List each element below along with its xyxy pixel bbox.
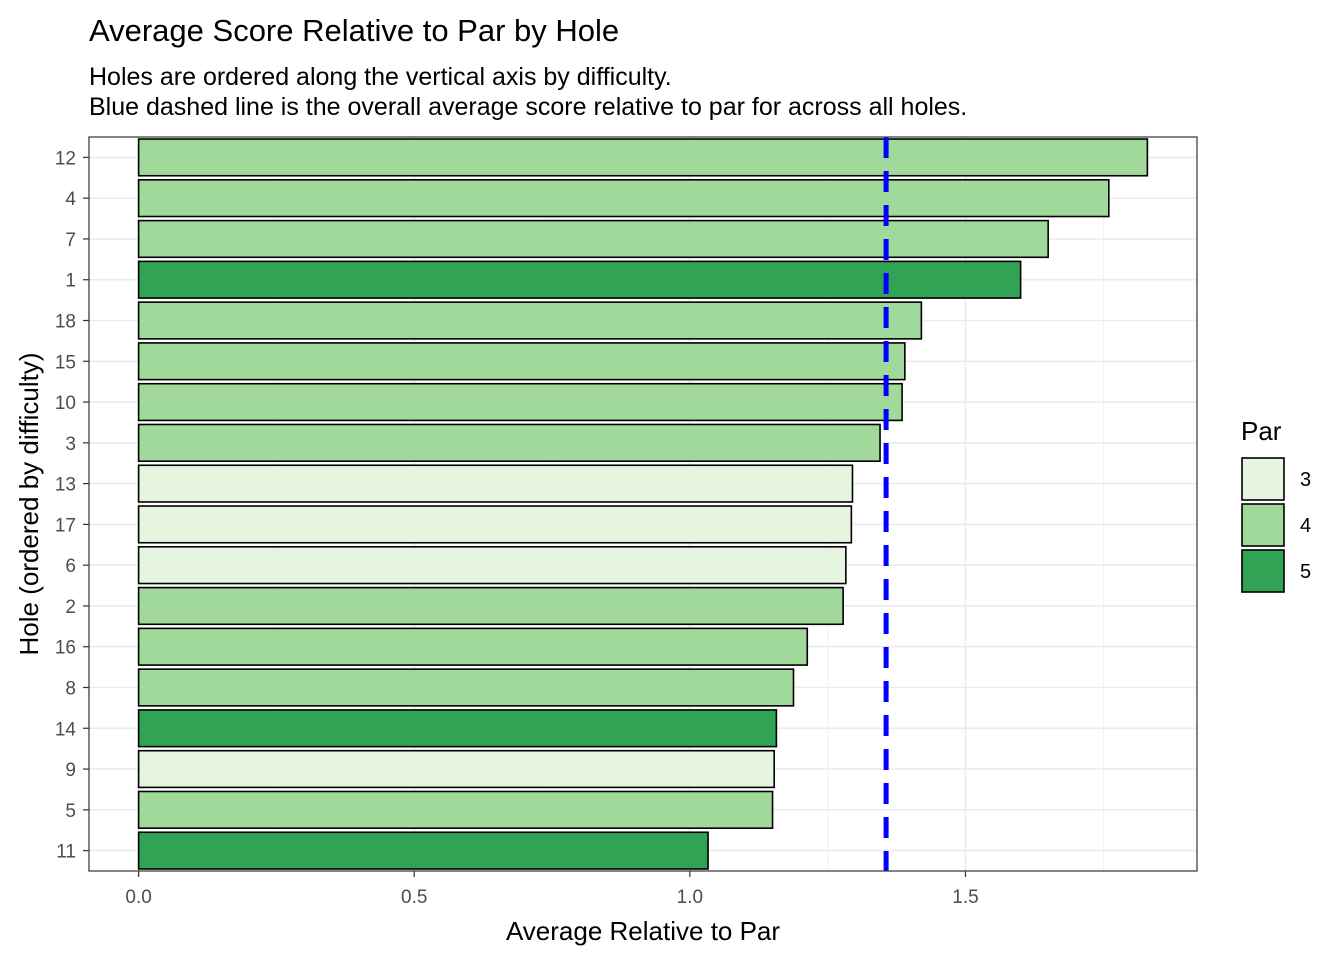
bars bbox=[137, 138, 1149, 870]
y-tick-label: 8 bbox=[65, 679, 76, 700]
bar-hole-1 bbox=[137, 260, 1022, 299]
bar-hole-8 bbox=[137, 668, 795, 707]
bar-hole-5 bbox=[137, 790, 774, 829]
y-tick-label: 6 bbox=[65, 556, 76, 577]
legend-label: 3 bbox=[1300, 469, 1311, 491]
legend-title: Par bbox=[1241, 416, 1282, 446]
x-tick-label: 0.0 bbox=[125, 887, 151, 908]
bar-hole-15 bbox=[137, 342, 906, 381]
panel-background bbox=[89, 137, 1197, 871]
y-tick-label: 14 bbox=[55, 719, 77, 740]
bar-hole-11 bbox=[137, 831, 709, 870]
y-tick-label: 12 bbox=[55, 148, 76, 169]
x-tick-label: 1.0 bbox=[677, 887, 703, 908]
bar-hole-7 bbox=[137, 219, 1049, 259]
y-tick-label: 15 bbox=[55, 352, 76, 373]
bar-hole-18 bbox=[137, 301, 923, 340]
x-tick-label: 0.5 bbox=[401, 887, 427, 908]
bar-hole-10 bbox=[137, 382, 903, 422]
y-tick-label: 9 bbox=[65, 760, 76, 781]
chart-subtitle-line-1: Holes are ordered along the vertical axi… bbox=[89, 63, 672, 91]
y-tick-label: 4 bbox=[65, 189, 76, 210]
y-tick-label: 11 bbox=[56, 842, 76, 863]
y-tick-label: 1 bbox=[65, 271, 76, 292]
bar-hole-2 bbox=[137, 586, 844, 626]
y-tick-label: 10 bbox=[55, 393, 76, 414]
panel-border bbox=[88, 136, 1198, 872]
bar-hole-17 bbox=[137, 505, 853, 544]
legend-key-par-3 bbox=[1241, 457, 1285, 501]
x-axis-title: Average Relative to Par bbox=[506, 916, 780, 946]
y-tick-label: 2 bbox=[65, 597, 76, 618]
y-tick-label: 13 bbox=[55, 475, 76, 496]
legend-key-par-5 bbox=[1241, 549, 1285, 593]
chart-title: Average Score Relative to Par by Hole bbox=[89, 13, 619, 48]
legend-label: 4 bbox=[1300, 515, 1311, 537]
legend-key-par-4 bbox=[1241, 503, 1285, 547]
bar-hole-4 bbox=[137, 179, 1110, 218]
bar-hole-16 bbox=[137, 627, 809, 666]
x-tick-label: 1.5 bbox=[952, 887, 978, 908]
bar-hole-12 bbox=[137, 138, 1149, 177]
legend: Par 3 4 5 bbox=[1241, 416, 1311, 593]
bar-hole-9 bbox=[137, 749, 775, 789]
y-axis: 12 4 7 1 18 15 10 3 13 17 6 2 16 8 14 9 5 11 bbox=[55, 148, 89, 863]
y-tick-label: 16 bbox=[55, 638, 76, 659]
y-tick-label: 17 bbox=[55, 515, 76, 536]
x-axis: 0.0 0.5 1.0 1.5 bbox=[125, 871, 979, 908]
bar-hole-6 bbox=[137, 546, 847, 585]
bar-hole-13 bbox=[137, 464, 854, 503]
y-tick-label: 7 bbox=[65, 230, 76, 251]
chart-subtitle-line-2: Blue dashed line is the overall average … bbox=[89, 93, 967, 121]
bar-hole-3 bbox=[137, 423, 881, 462]
y-axis-title: Hole (ordered by difficulty) bbox=[14, 353, 44, 656]
legend-label: 5 bbox=[1300, 561, 1311, 583]
bar-hole-14 bbox=[137, 709, 778, 748]
y-tick-label: 18 bbox=[55, 312, 76, 333]
y-tick-label: 5 bbox=[65, 801, 76, 822]
legend-items: 3 4 5 bbox=[1241, 457, 1311, 593]
plot-panel bbox=[88, 136, 1198, 872]
y-tick-label: 3 bbox=[65, 434, 76, 455]
